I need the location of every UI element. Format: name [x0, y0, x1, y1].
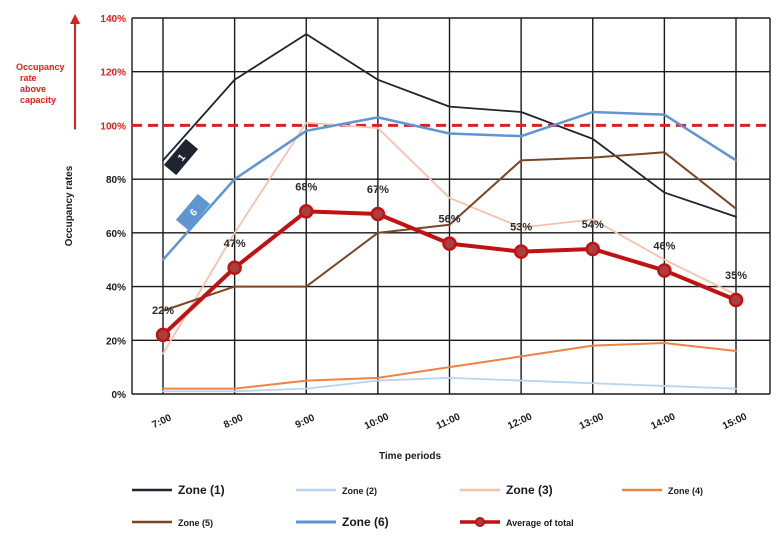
average-data-label: 53%: [510, 222, 532, 234]
legend-marker: [475, 517, 485, 527]
average-point: [370, 206, 386, 222]
average-data-label: 46%: [653, 240, 675, 252]
capacity-label-line: Occupancy: [16, 62, 65, 72]
legend-item[interactable]: Zone (3): [460, 483, 553, 497]
series-lines: [155, 33, 744, 393]
legend-item[interactable]: Zone (5): [132, 518, 213, 528]
x-tick-label: 10:00: [363, 411, 391, 432]
x-tick-label: 9:00: [294, 412, 317, 431]
average-data-label: 67%: [367, 184, 389, 196]
x-axis-title: Time periods: [379, 451, 441, 462]
capacity-arrow-head: [70, 14, 80, 24]
y-tick-label: 120%: [100, 68, 126, 79]
legend-label: Zone (1): [178, 483, 225, 497]
y-tick-label: 60%: [106, 229, 126, 240]
average-point: [155, 327, 171, 343]
series-line-2: [162, 376, 737, 393]
capacity-label-line: above: [20, 84, 46, 94]
x-tick-label: 11:00: [435, 411, 463, 432]
zone-tag-6: 6: [175, 193, 211, 231]
legend-label: Zone (2): [342, 486, 377, 496]
series-line-4: [162, 341, 737, 390]
average-point: [227, 260, 242, 276]
legend-item[interactable]: Zone (6): [296, 515, 389, 529]
legend-item[interactable]: Average of total: [460, 517, 574, 528]
zone-tag-text: 6: [188, 207, 200, 219]
average-data-label: 54%: [582, 219, 604, 231]
y-tick-label: 140%: [100, 14, 126, 25]
axes: 0% 20% 40% 60% 80% 100% 120% 140% 7:00 8:00 9:00 10…: [64, 14, 749, 462]
series-line-3: [162, 121, 737, 355]
average-point: [585, 241, 600, 257]
legend-item[interactable]: Zone (4): [622, 486, 703, 496]
capacity-label-line: rate: [20, 73, 37, 83]
average-point: [442, 236, 457, 251]
legend-label: Zone (6): [342, 515, 389, 529]
capacity-label-line: capacity: [20, 95, 56, 105]
data-labels: 1 6 22% 47% 68% 67% 56% 53% 54% 46% 35%: [152, 138, 747, 317]
zone-tag-text: 1: [176, 152, 188, 164]
average-point: [513, 244, 529, 259]
legend-label: Zone (5): [178, 518, 213, 528]
average-data-label: 35%: [725, 270, 747, 282]
legend-item[interactable]: Zone (2): [296, 486, 377, 496]
y-tick-label: 0%: [112, 390, 127, 401]
legend-item[interactable]: Zone (1): [132, 483, 225, 497]
zone-tag-1: 1: [163, 138, 199, 176]
zone-tag-badge: [175, 193, 211, 231]
legend-label: Average of total: [506, 518, 574, 528]
y-axis-title: Occupancy rates: [64, 165, 75, 246]
average-point: [299, 204, 314, 219]
average-data-label: 22%: [152, 305, 174, 317]
x-tick-label: 8:00: [222, 412, 245, 431]
series-line-1: [162, 33, 737, 218]
y-tick-label: 40%: [106, 283, 126, 294]
x-tick-label: 13:00: [578, 411, 606, 432]
y-tick-label: 100%: [100, 121, 126, 132]
series-line-5: [162, 151, 737, 312]
average-data-label: 68%: [295, 181, 317, 193]
zone-tag-badge: [163, 138, 199, 176]
y-tick-label: 80%: [106, 175, 126, 186]
series-line-6: [161, 110, 738, 261]
x-tick-label: 12:00: [506, 411, 534, 432]
x-tick-label: 7:00: [151, 412, 174, 431]
legend[interactable]: Zone (1) Zone (2) Zone (3) Zone (4) Zone (5)…: [132, 483, 703, 529]
x-tick-label: 14:00: [649, 411, 677, 432]
average-data-label: 56%: [438, 214, 460, 226]
y-tick-label: 20%: [106, 336, 126, 347]
legend-label: Zone (4): [668, 486, 703, 496]
x-tick-label: 15:00: [721, 411, 749, 432]
average-point: [728, 292, 744, 308]
legend-label: Zone (3): [506, 483, 553, 497]
average-point: [657, 263, 672, 278]
gridlines: [131, 17, 771, 395]
average-data-label: 47%: [224, 238, 246, 250]
